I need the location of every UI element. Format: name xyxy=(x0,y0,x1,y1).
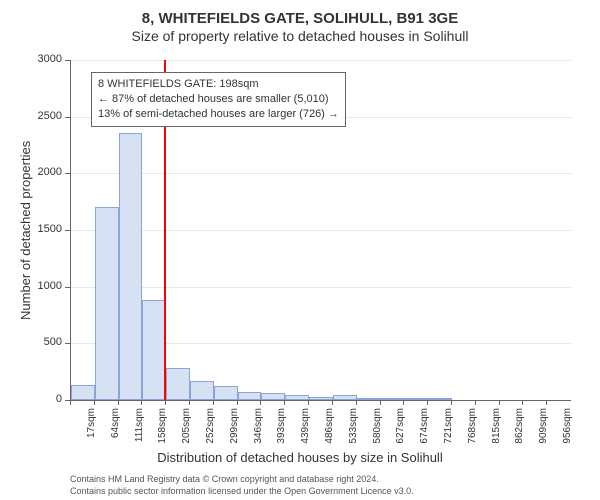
x-tick-label: 956sqm xyxy=(562,408,573,468)
x-tick xyxy=(165,400,166,405)
x-tick xyxy=(380,400,381,405)
histogram-bar xyxy=(119,133,143,400)
histogram-bar xyxy=(214,386,238,400)
x-tick-label: 252sqm xyxy=(205,408,216,468)
x-tick xyxy=(427,400,428,405)
x-tick-label: 815sqm xyxy=(491,408,502,468)
x-tick-label: 158sqm xyxy=(157,408,168,468)
histogram-bar xyxy=(309,397,333,400)
y-tick-label: 2500 xyxy=(22,110,62,122)
x-tick-label: 674sqm xyxy=(419,408,430,468)
gridline xyxy=(71,230,571,231)
x-tick xyxy=(237,400,238,405)
y-tick xyxy=(65,173,70,174)
histogram-bar xyxy=(95,207,119,400)
x-tick xyxy=(70,400,71,405)
histogram-bar xyxy=(333,395,357,400)
histogram-bar xyxy=(404,398,428,400)
x-tick-label: 768sqm xyxy=(467,408,478,468)
x-tick-label: 17sqm xyxy=(86,408,97,468)
histogram-bar xyxy=(238,392,262,400)
histogram-bar xyxy=(357,398,381,400)
annotation-line: ← 87% of detached houses are smaller (5,… xyxy=(98,92,339,107)
gridline xyxy=(71,173,571,174)
x-tick-label: 111sqm xyxy=(134,408,145,468)
x-tick xyxy=(522,400,523,405)
annotation-box: 8 WHITEFIELDS GATE: 198sqm← 87% of detac… xyxy=(91,72,346,127)
plot-area: 8 WHITEFIELDS GATE: 198sqm← 87% of detac… xyxy=(70,60,571,401)
x-tick xyxy=(118,400,119,405)
x-tick-label: 862sqm xyxy=(514,408,525,468)
x-tick-label: 439sqm xyxy=(300,408,311,468)
x-tick xyxy=(284,400,285,405)
y-tick-label: 1000 xyxy=(22,280,62,292)
histogram-bar xyxy=(190,381,214,400)
y-tick-label: 0 xyxy=(22,393,62,405)
x-tick-label: 909sqm xyxy=(538,408,549,468)
x-tick xyxy=(189,400,190,405)
y-tick-label: 2000 xyxy=(22,166,62,178)
x-tick xyxy=(403,400,404,405)
x-tick xyxy=(499,400,500,405)
y-tick xyxy=(65,230,70,231)
y-tick xyxy=(65,117,70,118)
x-tick-label: 627sqm xyxy=(395,408,406,468)
histogram-bar xyxy=(261,393,285,400)
histogram-bar xyxy=(71,385,95,400)
x-tick-label: 299sqm xyxy=(229,408,240,468)
x-tick-label: 64sqm xyxy=(110,408,121,468)
page-subtitle: Size of property relative to detached ho… xyxy=(0,28,600,44)
x-tick-label: 393sqm xyxy=(276,408,287,468)
y-tick xyxy=(65,60,70,61)
x-tick xyxy=(308,400,309,405)
chart-container: 8, WHITEFIELDS GATE, SOLIHULL, B91 3GE S… xyxy=(0,0,600,500)
histogram-bar xyxy=(381,398,405,400)
x-tick xyxy=(356,400,357,405)
x-tick xyxy=(213,400,214,405)
annotation-line: 13% of semi-detached houses are larger (… xyxy=(98,107,339,122)
gridline xyxy=(71,287,571,288)
y-tick-label: 3000 xyxy=(22,53,62,65)
x-tick-label: 346sqm xyxy=(253,408,264,468)
x-tick xyxy=(546,400,547,405)
y-tick xyxy=(65,343,70,344)
y-tick-label: 1500 xyxy=(22,223,62,235)
footer-line-1: Contains HM Land Registry data © Crown c… xyxy=(70,474,379,484)
x-tick xyxy=(332,400,333,405)
x-tick xyxy=(141,400,142,405)
x-tick-label: 486sqm xyxy=(324,408,335,468)
histogram-bar xyxy=(285,395,309,400)
histogram-bar xyxy=(166,368,190,400)
x-tick xyxy=(94,400,95,405)
gridline xyxy=(71,60,571,61)
x-tick xyxy=(260,400,261,405)
histogram-bar xyxy=(428,398,452,400)
page-title: 8, WHITEFIELDS GATE, SOLIHULL, B91 3GE xyxy=(0,10,600,27)
x-tick xyxy=(475,400,476,405)
x-tick-label: 580sqm xyxy=(372,408,383,468)
x-tick-label: 721sqm xyxy=(443,408,454,468)
x-tick-label: 205sqm xyxy=(181,408,192,468)
footer-line-2: Contains public sector information licen… xyxy=(70,486,414,496)
y-tick xyxy=(65,287,70,288)
x-tick xyxy=(451,400,452,405)
annotation-line: 8 WHITEFIELDS GATE: 198sqm xyxy=(98,77,339,92)
histogram-bar xyxy=(142,300,166,400)
x-tick-label: 533sqm xyxy=(348,408,359,468)
y-tick-label: 500 xyxy=(22,336,62,348)
